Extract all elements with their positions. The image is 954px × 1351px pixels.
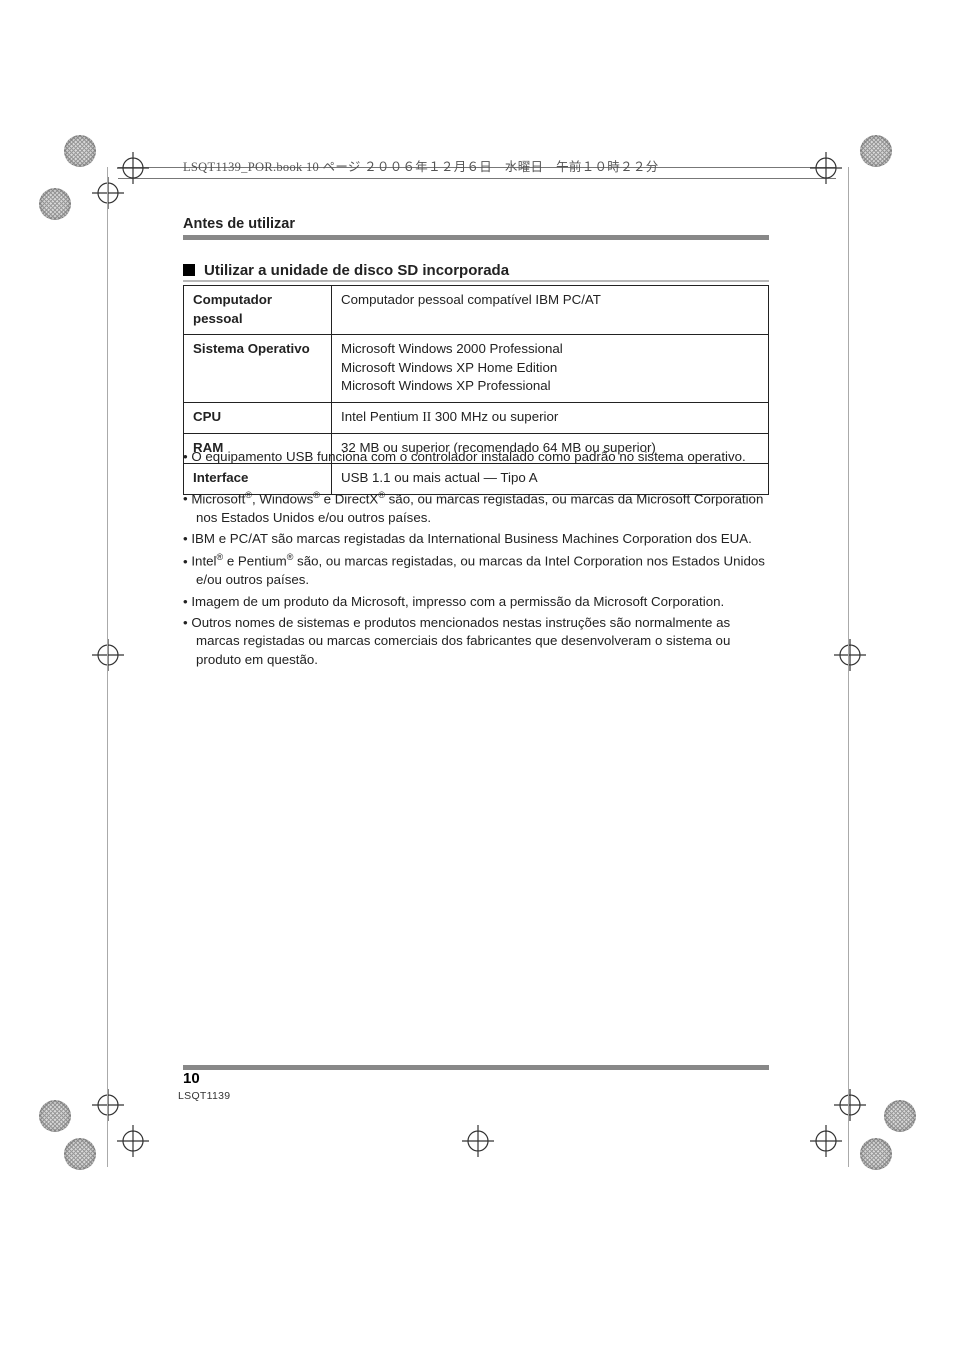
crop-mark-icon [832,1087,868,1123]
header-rule-bottom [118,178,836,179]
crop-ball-icon [860,1138,892,1170]
doc-id: LSQT1139 [178,1090,230,1102]
row-value: Intel Pentium II 300 MHz ou superior [332,403,769,434]
row-value: Computador pessoal compatível IBM PC/AT [332,286,769,335]
row-value: Microsoft Windows 2000 ProfessionalMicro… [332,335,769,403]
crop-mark-icon [115,1123,151,1159]
crop-line [848,167,849,1167]
footer-thick-rule [183,1065,769,1070]
crop-mark-icon [832,637,868,673]
crop-ball-icon [884,1100,916,1132]
crop-ball-icon [39,188,71,220]
crop-ball-icon [64,135,96,167]
note-block-1: O equipamento USB funciona com o control… [183,448,769,469]
heading-text: Utilizar a unidade de disco SD incorpora… [204,262,509,279]
section-title: Antes de utilizar [183,216,295,232]
page-number: 10 [183,1070,200,1087]
crop-mark-icon [90,175,126,211]
row-label: Computador pessoal [184,286,332,335]
table-row: Computador pessoal Computador pessoal co… [184,286,769,335]
table-row: CPU Intel Pentium II 300 MHz ou superior [184,403,769,434]
crop-mark-icon [460,1123,496,1159]
bullet-item: Outros nomes de sistemas e produtos menc… [183,614,769,669]
row-label: CPU [184,403,332,434]
bullet-item: Imagem de um produto da Microsoft, impre… [183,593,769,611]
section-title-thick-rule [183,235,769,240]
crop-mark-icon [90,1087,126,1123]
crop-mark-icon [808,1123,844,1159]
bullet-item: Microsoft®, Windows® e DirectX® são, ou … [183,489,769,527]
heading: Utilizar a unidade de disco SD incorpora… [183,262,769,279]
crop-line [107,167,108,1167]
note-block-2: Microsoft®, Windows® e DirectX® são, ou … [183,489,769,672]
crop-ball-icon [860,135,892,167]
header-filename: LSQT1139_POR.book 10 ページ ２００６年１２月６日 水曜日 … [183,156,659,175]
crop-mark-icon [90,637,126,673]
bullet-item: O equipamento USB funciona com o control… [183,448,769,466]
bullet-item: IBM e PC/AT são marcas registadas da Int… [183,530,769,548]
bullet-item: Intel® e Pentium® são, ou marcas regista… [183,551,769,589]
crop-ball-icon [64,1138,96,1170]
row-label: Sistema Operativo [184,335,332,403]
heading-underline [183,280,769,282]
crop-ball-icon [39,1100,71,1132]
heading-bullet-square [183,264,195,276]
table-row: Sistema Operativo Microsoft Windows 2000… [184,335,769,403]
crop-mark-icon [808,150,844,186]
